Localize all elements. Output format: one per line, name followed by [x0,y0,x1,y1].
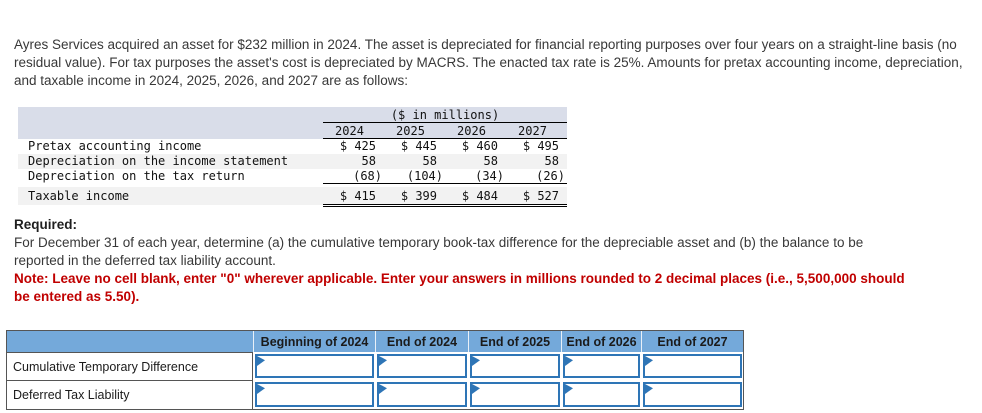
col-header-end-2025: End of 2025 [468,331,561,352]
value-cell: $ 495 [522,139,559,153]
value-cell: (26) [536,169,565,183]
row-label-deferred-tax-liability: Deferred Tax Liability [7,380,253,409]
row-label: Pretax accounting income [28,139,202,153]
problem-intro-text: Ayres Services acquired an asset for $23… [14,37,963,88]
required-heading: Required: [14,217,78,232]
cell-marker-icon [565,356,573,366]
answer-input-cell-ctd-beginning-2024[interactable] [255,354,374,378]
value-cell: $ 425 [339,139,376,153]
answer-input-cell-ctd-end-2026[interactable] [563,354,640,378]
answer-input-cell-ctd-end-2024[interactable] [377,354,467,378]
year-header: 2027 [518,124,547,138]
answer-input-cell-dtl-end-2025[interactable] [470,382,560,407]
units-header-row: ($ in millions) [18,107,567,123]
year-header: 2025 [396,124,425,138]
cell-marker-icon [645,384,653,394]
cell-marker-icon [472,356,480,366]
cell-marker-icon [645,356,653,366]
table-row-depreciation-tax-return: Depreciation on the tax return (68) (104… [18,169,567,184]
value-cell: (34) [475,169,504,183]
cell-marker-icon [257,384,265,394]
table-row-pretax-income: Pretax accounting income $ 425 $ 445 $ 4… [18,139,567,154]
income-data-table: ($ in millions) 2024 2025 2026 2027 Pret… [18,107,567,207]
answer-table-corner-cell [7,331,253,352]
col-header-end-2026: End of 2026 [561,331,641,352]
cell-marker-icon [379,356,387,366]
value-cell: $ 484 [461,189,498,203]
value-cell: $ 460 [461,139,498,153]
answer-input-cell-dtl-beginning-2024[interactable] [255,382,374,407]
value-cell: 58 [483,154,498,168]
value-cell: $ 415 [339,189,376,203]
year-header: 2026 [457,124,486,138]
answer-input-cell-dtl-end-2024[interactable] [377,382,467,407]
col-header-end-2027: End of 2027 [641,331,743,352]
value-cell: $ 399 [400,189,437,203]
value-cell: (68) [353,169,382,183]
value-cell: $ 445 [400,139,437,153]
years-header-row: 2024 2025 2026 2027 [18,123,567,139]
row-label: Depreciation on the tax return [28,169,245,183]
answer-input-cell-dtl-end-2027[interactable] [643,382,742,407]
cell-marker-icon [472,384,480,394]
row-label-cumulative-temporary-difference: Cumulative Temporary Difference [7,352,253,380]
required-body-text: For December 31 of each year, determine … [14,235,864,268]
col-header-beginning-2024: Beginning of 2024 [253,331,375,352]
cell-marker-icon [257,356,265,366]
year-header: 2024 [335,124,364,138]
table-row-taxable-income: Taxable income $ 415 $ 399 $ 484 $ 527 [18,187,567,205]
value-cell: $ 527 [522,189,559,203]
answer-input-cell-ctd-end-2027[interactable] [643,354,742,378]
units-header: ($ in millions) [323,107,567,123]
double-underline [323,206,567,207]
value-cell: 58 [422,154,437,168]
years-header-spacer [18,123,323,139]
table-row-depreciation-income-statement: Depreciation on the income statement 58 … [18,154,567,169]
answer-input-cell-ctd-end-2025[interactable] [470,354,560,378]
cell-marker-icon [565,384,573,394]
answer-input-cell-dtl-end-2026[interactable] [563,382,640,407]
required-note-text: Note: Leave no cell blank, enter "0" whe… [14,271,905,304]
value-cell: (104) [406,169,443,183]
cell-marker-icon [379,384,387,394]
row-label: Taxable income [28,189,130,203]
col-header-end-2024: End of 2024 [375,331,468,352]
answer-entry-table: Beginning of 2024 End of 2024 End of 202… [6,330,744,410]
units-header-spacer [18,107,323,123]
value-cell: 58 [361,154,376,168]
value-cell: 58 [544,154,559,168]
row-label: Depreciation on the income statement [28,154,289,168]
